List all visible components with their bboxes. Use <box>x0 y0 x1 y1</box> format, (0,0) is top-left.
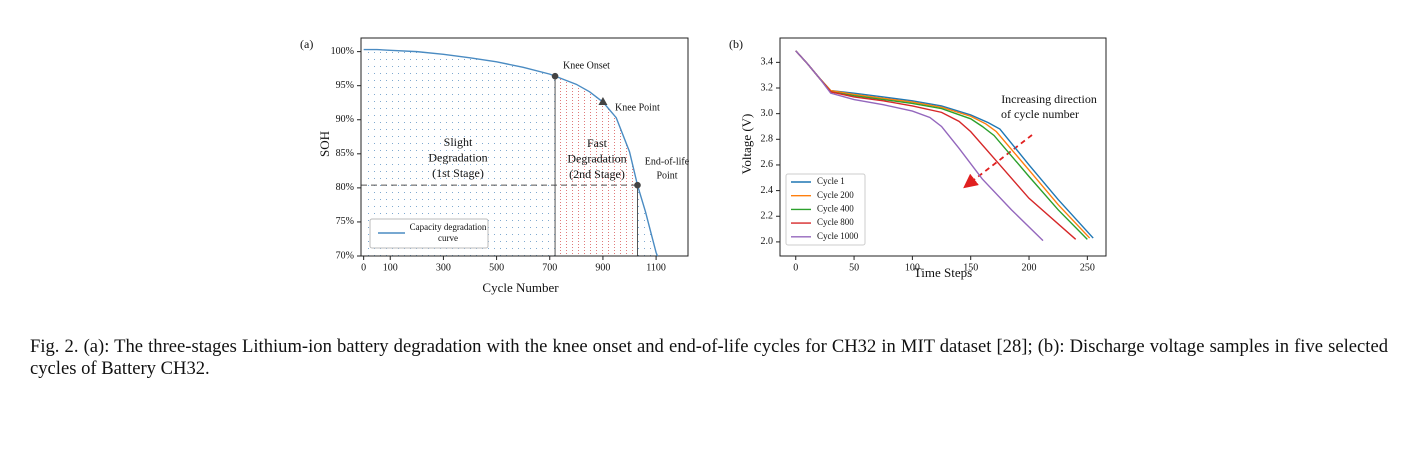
y-tick-label: 90% <box>336 114 354 125</box>
x-tick-label: 100 <box>905 262 920 273</box>
stage-label: Fast <box>587 136 608 150</box>
y-tick-label: 70% <box>336 250 354 261</box>
point-label: Knee Onset <box>563 60 610 71</box>
y-tick-label: 2.0 <box>761 236 774 247</box>
y-tick-label: 2.4 <box>761 185 774 196</box>
x-tick-label: 0 <box>361 262 366 273</box>
y-tick-label: 100% <box>331 46 354 57</box>
legend-label: Cycle 800 <box>817 217 854 227</box>
annotation: of cycle number <box>1001 107 1079 121</box>
y-axis-label: Voltage (V) <box>739 114 754 175</box>
y-tick-label: 2.6 <box>761 159 774 170</box>
y-tick-label: 3.0 <box>761 108 774 119</box>
legend-frame <box>785 173 866 246</box>
x-tick-label: 0 <box>793 262 798 273</box>
legend-label: Cycle 200 <box>817 190 854 200</box>
axes-frame <box>360 37 689 257</box>
y-tick-label: 75% <box>336 216 354 227</box>
x-tick-label: 700 <box>542 262 557 273</box>
series-line <box>795 50 1044 242</box>
point-marker <box>551 72 559 80</box>
stage-label: Degradation <box>428 150 487 164</box>
x-tick-label: 50 <box>849 262 859 273</box>
x-tick-label: 100 <box>383 262 398 273</box>
x-axis-label: Time Steps <box>914 265 972 280</box>
stage-label: (1st Stage) <box>432 166 484 180</box>
y-tick-label: 95% <box>336 80 354 91</box>
caption: Fig. 2. (a): The three-stages Lithium-io… <box>30 336 1388 379</box>
annotation: Increasing direction <box>1001 92 1097 106</box>
point-label: Knee Point <box>615 102 660 113</box>
x-axis-label: Cycle Number <box>482 280 559 295</box>
panel-label: (a) <box>300 37 313 51</box>
x-tick-label: 1100 <box>646 262 666 273</box>
x-tick-label: 150 <box>963 262 978 273</box>
y-tick-label: 3.2 <box>761 82 774 93</box>
y-tick-label: 2.8 <box>761 134 774 145</box>
y-tick-label: 85% <box>336 148 354 159</box>
x-tick-label: 200 <box>1022 262 1037 273</box>
x-tick-label: 500 <box>489 262 504 273</box>
stage-label: Degradation <box>567 151 626 165</box>
direction-arrow <box>963 134 1033 189</box>
stage-label: Slight <box>444 135 473 149</box>
x-tick-label: 250 <box>1080 262 1095 273</box>
point-label: Point <box>656 170 677 181</box>
stage3-shading <box>637 49 658 256</box>
x-tick-label: 300 <box>436 262 451 273</box>
legend-label: Cycle 1 <box>817 176 845 186</box>
y-axis-label: SOH <box>317 131 332 157</box>
y-tick-label: 3.4 <box>761 57 774 68</box>
point-marker <box>634 181 641 189</box>
stage-label: (2nd Stage) <box>569 167 625 181</box>
y-tick-label: 80% <box>336 182 354 193</box>
axes-frame <box>779 37 1107 257</box>
series-line <box>363 48 659 257</box>
point-label: End-of-life <box>645 156 690 167</box>
point-marker <box>598 97 608 106</box>
panel-label: (b) <box>729 37 743 51</box>
legend-label: Cycle 1000 <box>817 231 859 241</box>
legend-label: Cycle 400 <box>817 203 854 213</box>
legend-label: Capacity degradation curve <box>409 222 487 243</box>
y-tick-label: 2.2 <box>761 211 774 222</box>
x-tick-label: 900 <box>595 262 610 273</box>
legend-frame <box>369 218 489 249</box>
